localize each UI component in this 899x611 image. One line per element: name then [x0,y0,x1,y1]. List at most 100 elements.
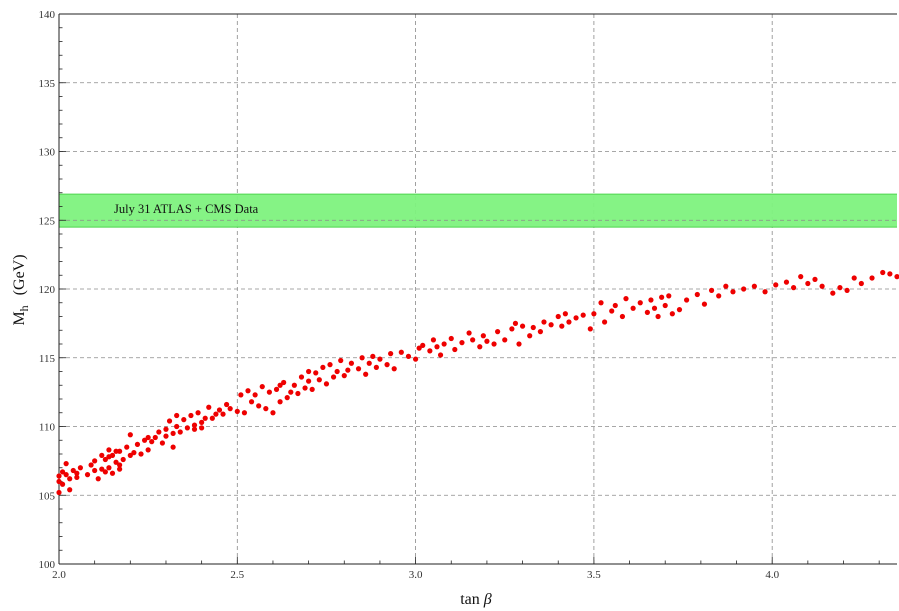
data-point [113,459,119,465]
data-point [59,481,66,487]
x-axis-label-main: tan [460,591,480,608]
data-point [145,447,151,453]
data-point [437,352,444,358]
data-point [152,434,158,441]
data-point [170,430,176,436]
data-point [306,368,312,375]
data-point [466,330,472,336]
data-point [56,473,62,479]
data-point [298,374,305,380]
data-point [388,351,394,357]
data-point [227,406,233,412]
data-point [819,283,825,289]
y-tick-label: 115 [39,353,56,365]
data-point [555,313,561,320]
data-point [59,469,66,475]
data-point [56,489,62,496]
x-tick-label: 4.0 [765,569,779,581]
data-point [880,269,886,276]
data-point [580,312,586,318]
data-point [109,452,116,458]
data-point [412,356,419,362]
data-point [601,319,608,325]
data-point [88,462,94,468]
data-point [798,274,804,280]
data-point [99,452,105,458]
y-axis-label: Mh (GeV) [11,254,31,325]
data-point [452,346,458,353]
data-point [708,287,715,293]
data-point [206,404,212,410]
x-tick-labels: 2.0 2.5 3.0 3.5 4.0 [52,569,779,581]
data-point [238,392,244,398]
data-point [430,337,437,343]
x-tick-label: 2.5 [230,569,244,581]
data-point [199,419,205,425]
data-point [245,388,251,394]
data-point [256,403,262,409]
data-point [134,441,141,447]
data-point [509,326,515,332]
data-point [199,425,205,431]
data-point [477,344,483,350]
data-point [441,341,447,347]
data-point [894,274,899,280]
data-point [224,401,230,408]
data-point [790,285,797,291]
data-point [491,341,497,347]
data-points [56,269,899,496]
data-point [559,323,565,329]
y-tick-label: 105 [39,490,56,502]
data-point [124,444,130,450]
data-point [887,271,893,277]
data-point [762,289,768,295]
data-point [669,311,675,317]
data-point [648,297,654,303]
data-point [373,364,379,370]
data-point [163,433,169,439]
data-point [291,382,297,388]
data-point [138,451,144,457]
data-point [191,422,198,428]
data-point [92,458,98,464]
data-point [676,307,683,313]
data-point [184,425,190,431]
data-point [566,319,572,325]
data-point [662,302,668,309]
data-point [837,285,843,291]
data-point [630,305,636,311]
data-point [548,322,554,328]
data-point [434,344,440,350]
y-tick-label: 140 [39,9,56,21]
data-point [844,287,850,293]
data-point [327,362,333,368]
data-point [270,410,276,416]
y-tick-label: 135 [39,78,56,90]
data-point [188,412,194,419]
data-point [74,474,80,480]
x-tick-label: 3.0 [409,569,423,581]
data-point [248,399,255,405]
data-point [106,465,112,471]
y-tick-label: 120 [39,284,56,296]
y-tick-labels: 100 105 110 115 120 125 130 135 140 [39,9,56,571]
data-point [309,386,315,392]
data-point [109,470,116,476]
data-point [694,291,700,298]
data-point [659,294,665,300]
data-point [102,456,108,463]
data-point [716,293,722,299]
data-point [701,301,708,307]
data-point [723,283,729,289]
data-point [812,276,818,282]
data-point [117,448,123,454]
data-point [320,364,326,370]
data-point [117,466,123,472]
data-point [851,275,857,281]
data-point [623,296,629,302]
data-point [730,289,736,295]
data-point [398,349,404,355]
data-point [519,323,526,329]
data-point [527,333,533,339]
data-point [448,335,454,342]
